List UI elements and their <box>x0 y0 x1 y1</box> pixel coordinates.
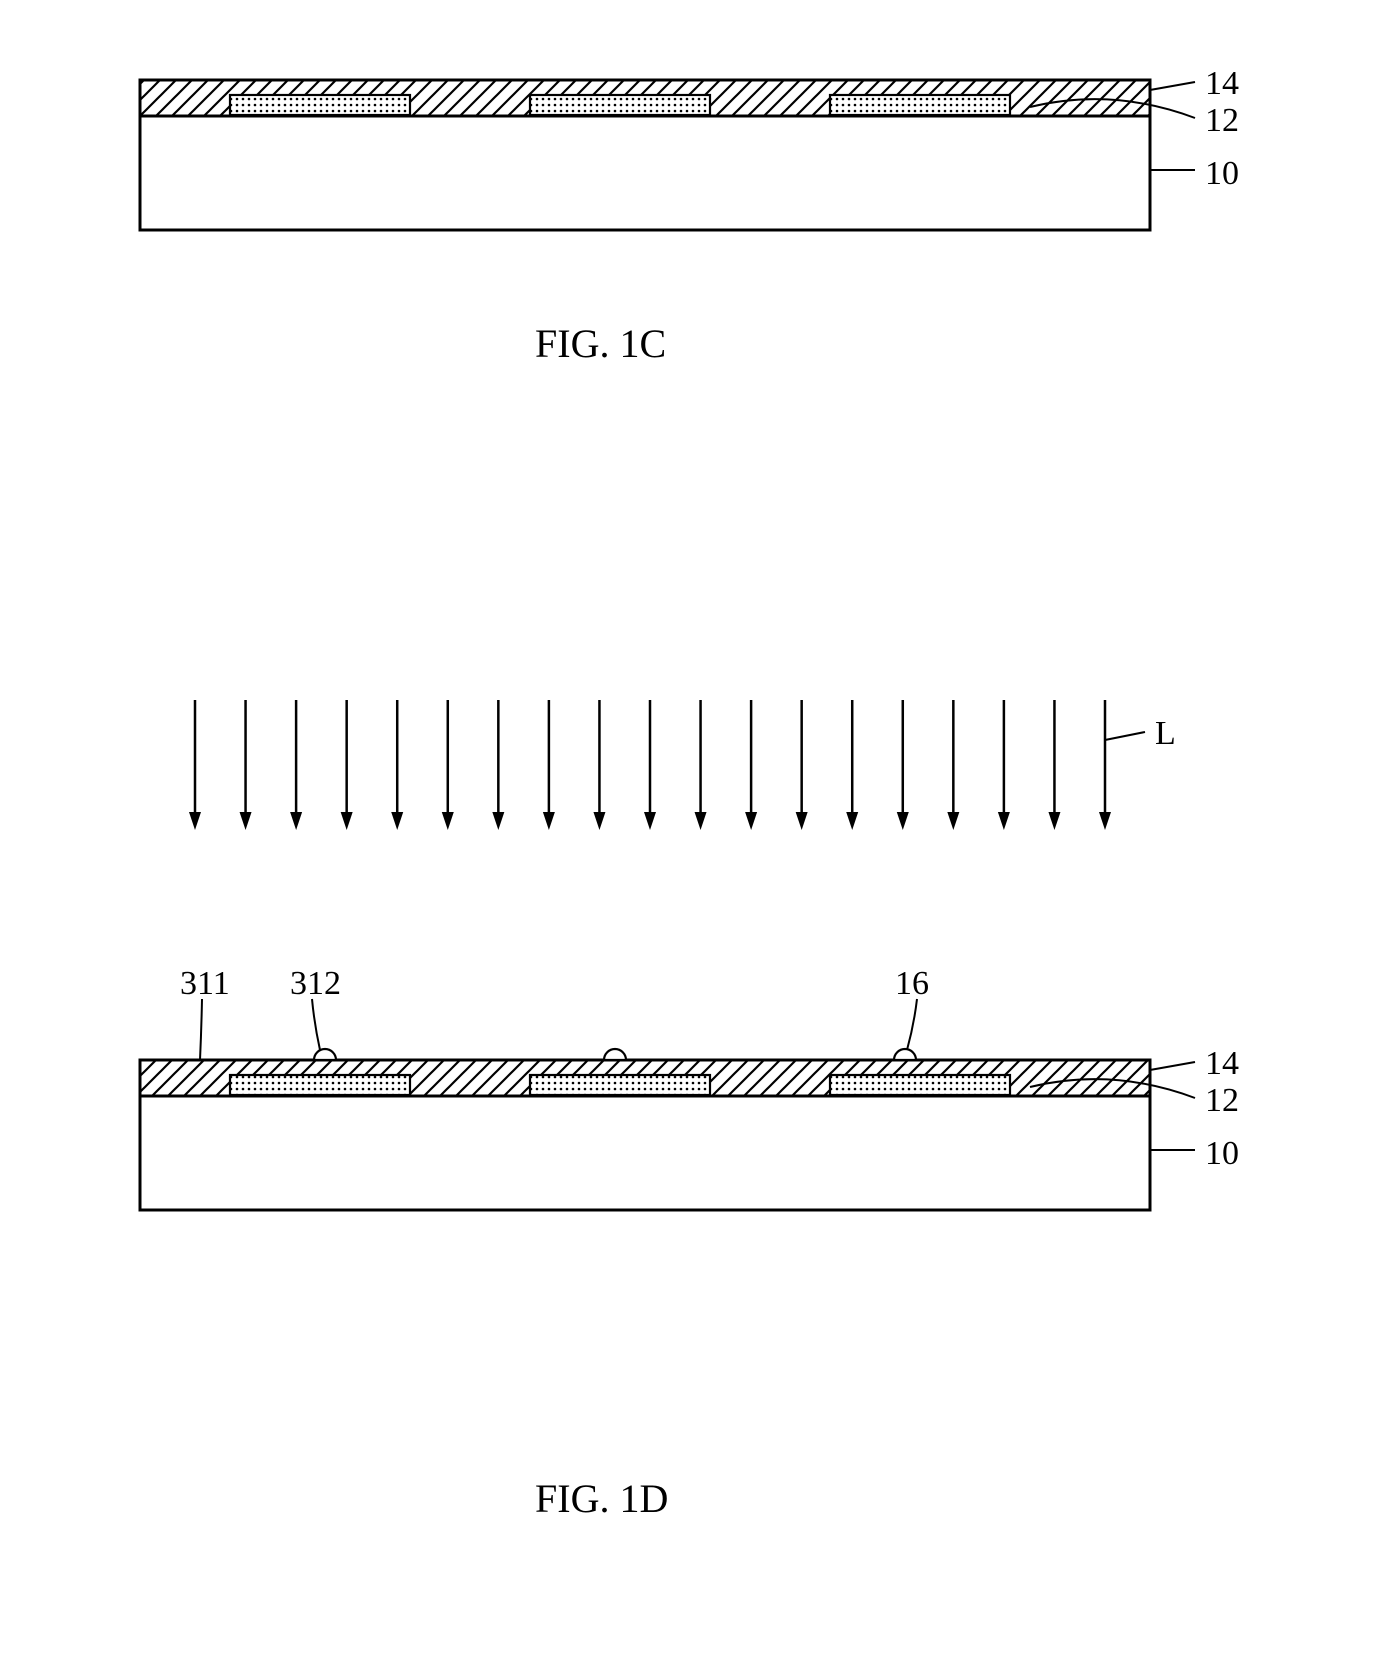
label-1d-10: 10 <box>1205 1135 1239 1173</box>
label-1c-14: 14 <box>1205 65 1239 103</box>
label-1c-10: 10 <box>1205 155 1239 193</box>
label-1d-12: 12 <box>1205 1082 1239 1120</box>
label-1d-L: L <box>1155 715 1176 753</box>
caption-1c: FIG. 1C <box>535 320 666 367</box>
label-1d-14: 14 <box>1205 1045 1239 1083</box>
caption-1d: FIG. 1D <box>535 1475 668 1522</box>
label-1d-312: 312 <box>290 965 341 1003</box>
figure-canvas: FIG. 1C FIG. 1D 14 12 10 L 311 312 16 14… <box>0 0 1377 1662</box>
fig-1d-group <box>140 700 1195 1210</box>
fig-1c-group <box>140 80 1195 230</box>
label-1d-311: 311 <box>180 965 230 1003</box>
label-1d-16: 16 <box>895 965 929 1003</box>
diagram-svg <box>0 0 1377 1662</box>
label-1c-12: 12 <box>1205 102 1239 140</box>
